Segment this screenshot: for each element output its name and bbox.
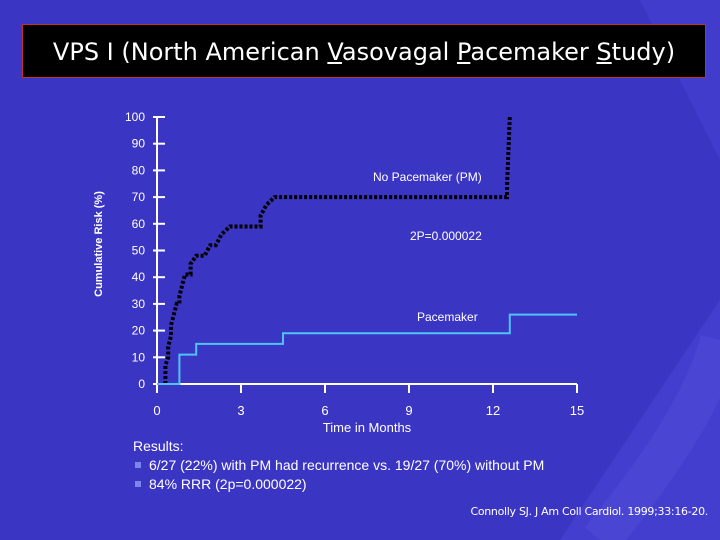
square-bullet-icon (135, 462, 141, 468)
title-bar: VPS I (North American Vasovagal Pacemake… (22, 24, 706, 78)
results-heading: Results: (133, 438, 184, 454)
results-section: Results: 6/27 (22%) with PM had recurren… (133, 438, 544, 494)
y-tick-label: 90 (132, 137, 146, 151)
x-axis-label: Time in Months (323, 420, 412, 435)
x-axis: 0 3 6 9 12 15 (153, 383, 584, 418)
x-tick-label: 15 (570, 403, 584, 418)
slide-title: VPS I (North American Vasovagal Pacemake… (52, 38, 676, 66)
no-pacemaker-label: No Pacemaker (PM) (373, 170, 482, 184)
y-tick-label: 0 (138, 377, 145, 391)
square-bullet-icon (135, 481, 141, 487)
results-item: 84% RRR (2p=0.000022) (133, 475, 544, 494)
citation: Connolly SJ. J Am Coll Cardiol. 1999;33:… (470, 505, 708, 518)
y-tick-label: 100 (125, 110, 145, 124)
y-axis: 0 10 20 30 40 50 60 70 80 90 100 (125, 110, 165, 391)
x-tick-label: 3 (237, 403, 244, 418)
y-tick-label: 30 (132, 297, 146, 311)
y-tick-label: 60 (132, 217, 146, 231)
p-value-label: 2P=0.000022 (410, 229, 482, 243)
results-item: 6/27 (22%) with PM had recurrence vs. 19… (133, 456, 544, 475)
no-pacemaker-series-line (163, 116, 512, 384)
y-tick-label: 70 (132, 190, 146, 204)
x-tick-label: 12 (486, 403, 500, 418)
pacemaker-series-line (157, 313, 577, 385)
x-tick-label: 9 (405, 403, 412, 418)
y-tick-label: 80 (132, 163, 146, 177)
x-tick-label: 0 (153, 403, 160, 418)
y-tick-label: 10 (132, 350, 146, 364)
results-list: 6/27 (22%) with PM had recurrence vs. 19… (133, 456, 544, 494)
x-tick-label: 6 (321, 403, 328, 418)
y-tick-label: 20 (132, 324, 146, 338)
series-layer (157, 116, 577, 385)
pacemaker-label: Pacemaker (417, 310, 478, 324)
y-tick-label: 40 (132, 270, 146, 284)
y-axis-label: Cumulative Risk (%) (93, 191, 105, 297)
y-tick-label: 50 (132, 244, 146, 258)
